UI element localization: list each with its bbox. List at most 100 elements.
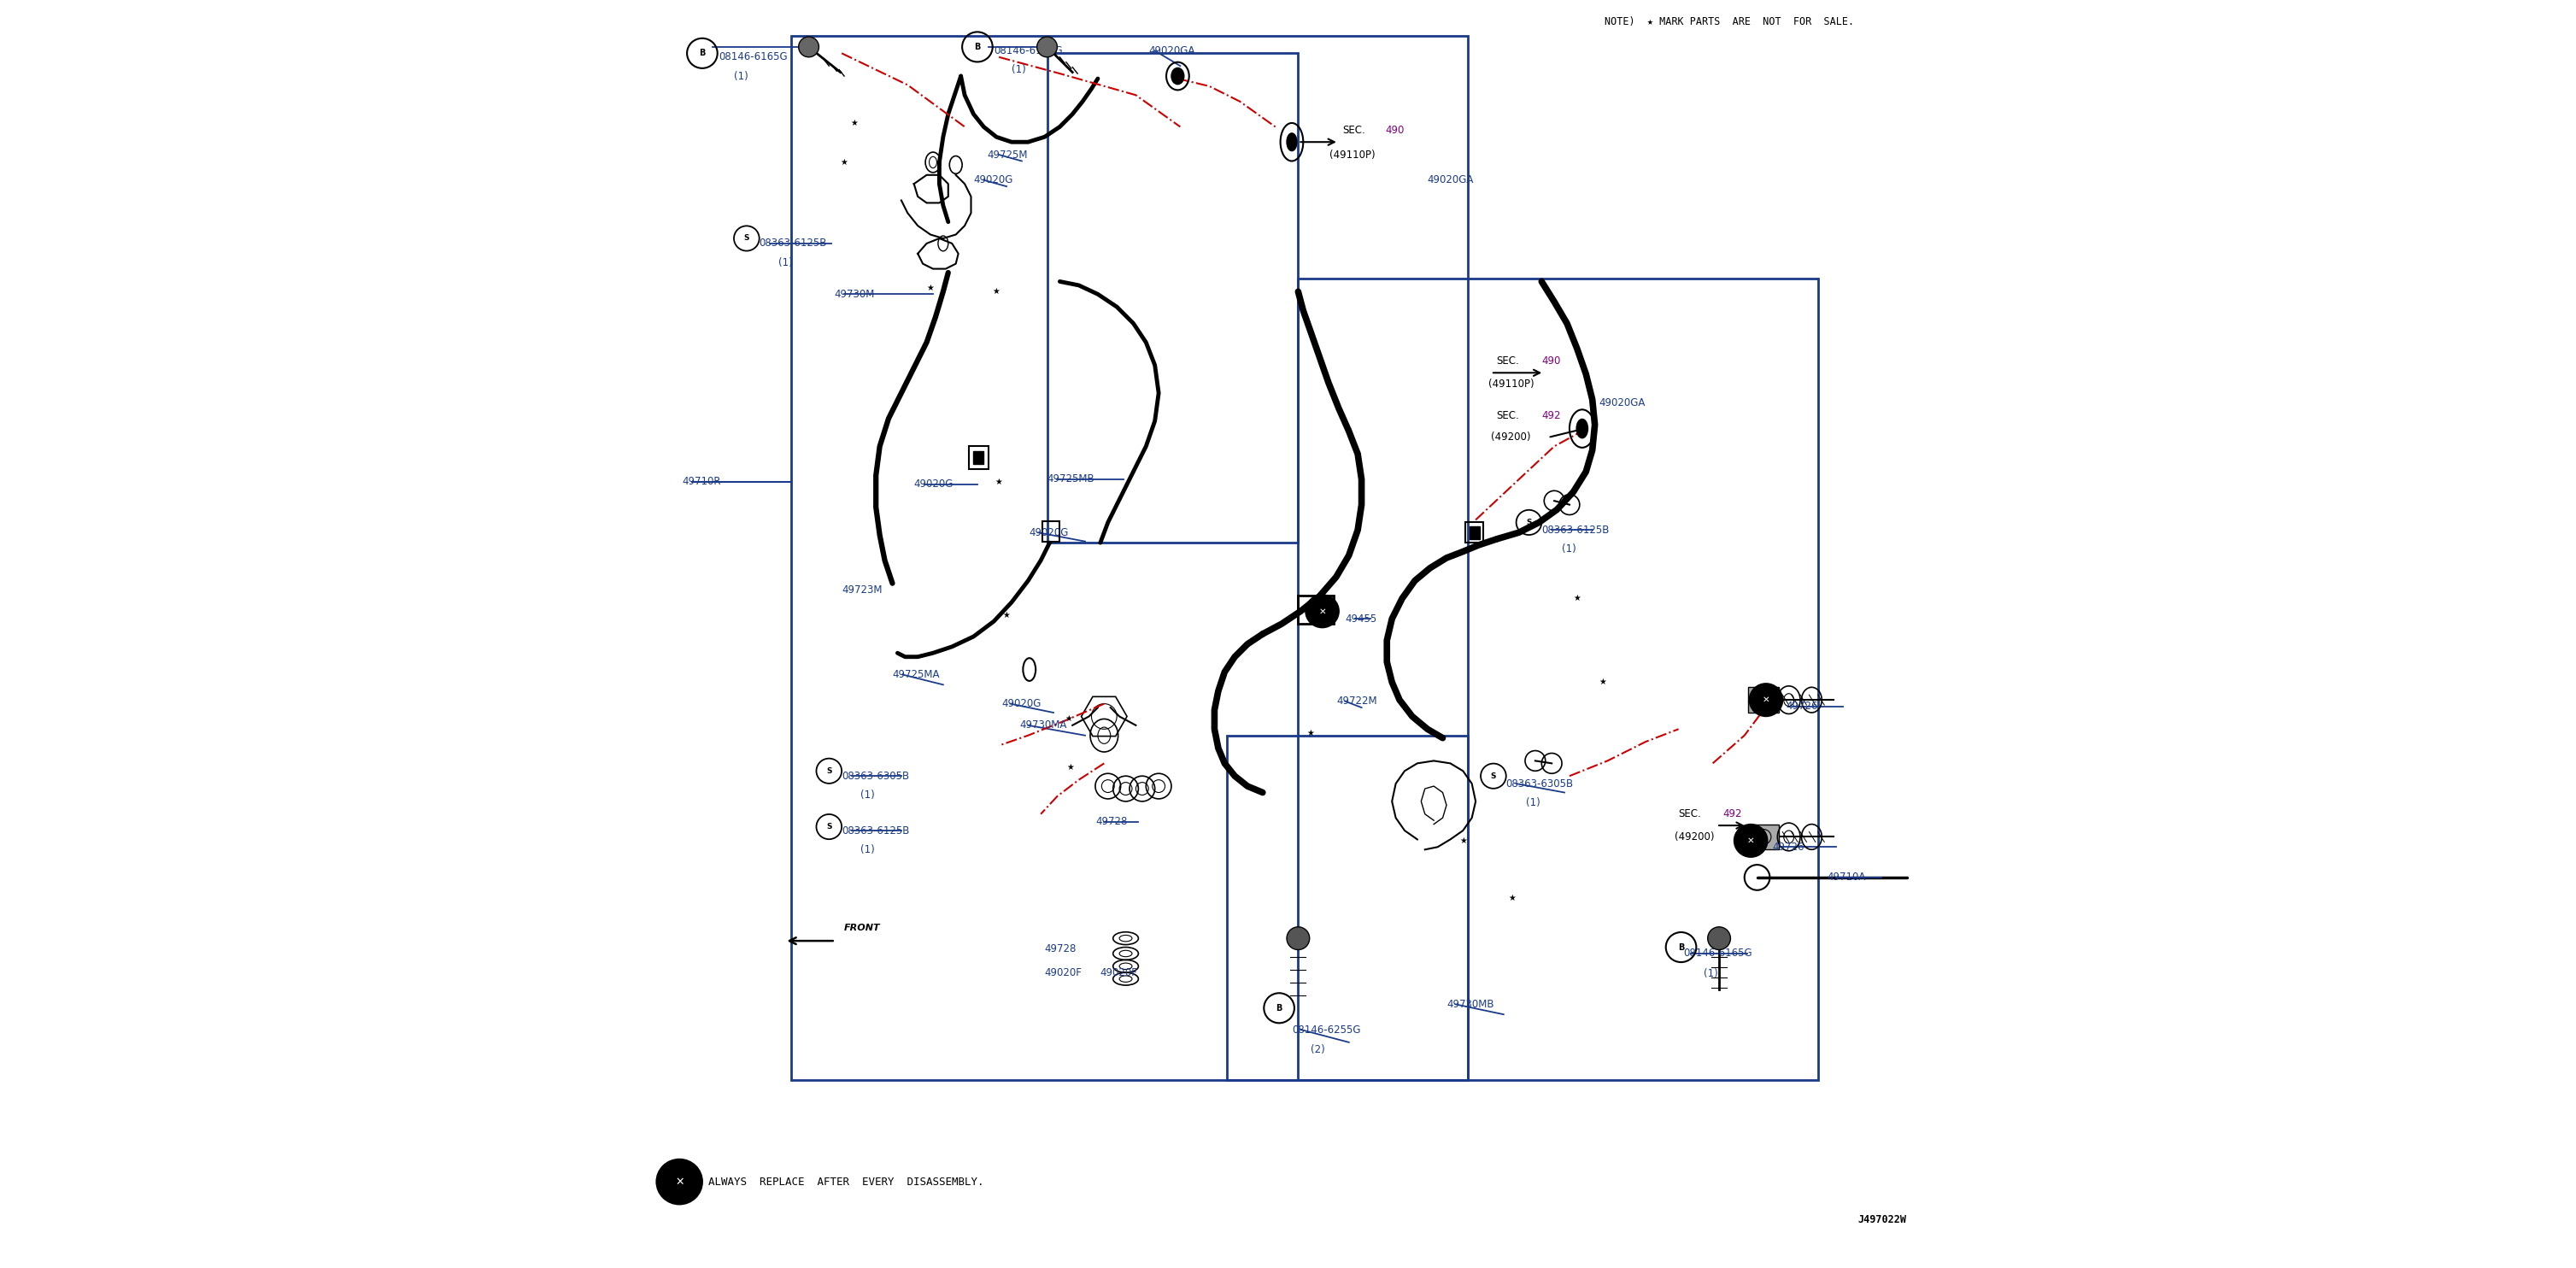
FancyBboxPatch shape	[974, 451, 984, 464]
Text: 49730M: 49730M	[835, 289, 876, 299]
Ellipse shape	[657, 1159, 703, 1205]
Text: (49110P): (49110P)	[1329, 150, 1376, 160]
Text: 49020GA: 49020GA	[1149, 46, 1195, 56]
Text: 49726: 49726	[1785, 701, 1819, 711]
Text: ★: ★	[1458, 837, 1466, 844]
Circle shape	[1288, 927, 1309, 950]
Text: 49726: 49726	[1772, 842, 1803, 852]
Ellipse shape	[1306, 595, 1340, 628]
Bar	[1226, 735, 1468, 1080]
Text: J497022W: J497022W	[1857, 1215, 1906, 1225]
Text: ★: ★	[992, 288, 999, 295]
Text: (1): (1)	[778, 257, 793, 268]
Text: S: S	[827, 767, 832, 775]
Text: ★: ★	[1002, 611, 1010, 619]
Text: 08363-6125B: 08363-6125B	[1540, 525, 1610, 535]
FancyBboxPatch shape	[1468, 526, 1479, 539]
Text: S: S	[1492, 772, 1497, 780]
Text: ★: ★	[850, 119, 858, 127]
Text: 08146-6165G: 08146-6165G	[994, 46, 1064, 56]
Text: 49020F: 49020F	[1043, 967, 1082, 978]
Text: B: B	[1275, 1004, 1283, 1012]
Text: 490: 490	[1540, 356, 1561, 366]
Text: 49710A: 49710A	[1826, 872, 1865, 883]
Text: 49020G: 49020G	[914, 479, 953, 489]
Ellipse shape	[1288, 133, 1296, 151]
Text: SEC.: SEC.	[1342, 126, 1365, 136]
Text: (1): (1)	[860, 790, 876, 800]
Text: 49020G: 49020G	[1002, 699, 1041, 709]
Ellipse shape	[1734, 824, 1767, 857]
Text: 08363-6125B: 08363-6125B	[842, 825, 909, 836]
Text: (1): (1)	[1012, 65, 1025, 75]
Text: 49723M: 49723M	[842, 585, 881, 595]
Text: 49725MA: 49725MA	[891, 670, 940, 680]
Text: B: B	[698, 49, 706, 57]
Text: 08363-6305B: 08363-6305B	[842, 771, 909, 781]
Text: ✕: ✕	[1762, 696, 1770, 704]
Text: 49730MA: 49730MA	[1020, 720, 1066, 730]
Text: 08146-6165G: 08146-6165G	[1685, 948, 1752, 959]
Text: (1): (1)	[1528, 798, 1540, 808]
Text: (1): (1)	[860, 844, 876, 855]
Bar	[1298, 279, 1819, 1080]
Text: 49020GA: 49020GA	[1427, 175, 1473, 185]
Text: 49728: 49728	[1095, 817, 1128, 827]
Text: S: S	[1525, 519, 1533, 526]
Text: SEC.: SEC.	[1680, 809, 1700, 819]
Text: 490: 490	[1386, 126, 1404, 136]
Text: B: B	[1677, 943, 1685, 951]
Text: ALWAYS  REPLACE  AFTER  EVERY  DISASSEMBLY.: ALWAYS REPLACE AFTER EVERY DISASSEMBLY.	[708, 1177, 984, 1187]
Text: 08146-6165G: 08146-6165G	[719, 52, 788, 62]
Text: 492: 492	[1723, 809, 1741, 819]
Text: 49722M: 49722M	[1337, 696, 1376, 706]
Text: 08146-6255G: 08146-6255G	[1291, 1025, 1360, 1035]
Text: SEC.: SEC.	[1497, 356, 1520, 366]
Text: 49728: 49728	[1043, 943, 1077, 954]
Circle shape	[1708, 927, 1731, 950]
Text: 49020G: 49020G	[1030, 527, 1069, 538]
Text: 49455: 49455	[1345, 614, 1378, 624]
Text: ★: ★	[1510, 894, 1517, 902]
Ellipse shape	[1577, 418, 1587, 439]
Text: 492: 492	[1540, 411, 1561, 421]
Ellipse shape	[1749, 683, 1783, 716]
Bar	[1046, 53, 1298, 543]
FancyBboxPatch shape	[1749, 824, 1777, 850]
Text: 49725M: 49725M	[987, 150, 1028, 160]
Text: ★: ★	[1306, 729, 1314, 737]
Circle shape	[1038, 37, 1056, 57]
Text: (49200): (49200)	[1492, 432, 1530, 443]
Text: ✕: ✕	[1319, 607, 1327, 615]
Text: 49020GA: 49020GA	[1600, 398, 1646, 408]
Bar	[791, 36, 1468, 1080]
Text: (1): (1)	[1703, 969, 1718, 979]
Text: S: S	[827, 823, 832, 831]
Text: 49710R: 49710R	[683, 477, 721, 487]
Text: (1): (1)	[1561, 544, 1577, 554]
Text: ★: ★	[927, 284, 935, 292]
FancyBboxPatch shape	[1749, 687, 1777, 713]
Text: 49020G: 49020G	[974, 175, 1012, 185]
Text: (49110P): (49110P)	[1489, 379, 1535, 389]
Text: S: S	[744, 235, 750, 242]
Text: ★: ★	[1064, 715, 1072, 723]
Text: ★: ★	[1574, 595, 1582, 602]
Text: (1): (1)	[734, 71, 747, 81]
Text: ✕: ✕	[675, 1177, 683, 1187]
Text: FRONT: FRONT	[845, 923, 881, 932]
Text: 08363-6305B: 08363-6305B	[1507, 779, 1574, 789]
Text: SEC.: SEC.	[1497, 411, 1520, 421]
Ellipse shape	[1172, 68, 1185, 84]
Text: (49200): (49200)	[1674, 832, 1716, 842]
Circle shape	[799, 37, 819, 57]
Text: 49020F: 49020F	[1100, 967, 1139, 978]
Text: B: B	[974, 43, 981, 51]
Text: NOTE)  ★ MARK PARTS  ARE  NOT  FOR  SALE.: NOTE) ★ MARK PARTS ARE NOT FOR SALE.	[1605, 16, 1855, 27]
Text: ✕: ✕	[1747, 837, 1754, 844]
Text: ★: ★	[840, 158, 848, 166]
Text: 08363-6125B: 08363-6125B	[760, 238, 827, 249]
Text: ★: ★	[1600, 678, 1607, 686]
Text: (2): (2)	[1311, 1045, 1324, 1055]
Text: 49730MB: 49730MB	[1448, 999, 1494, 1009]
